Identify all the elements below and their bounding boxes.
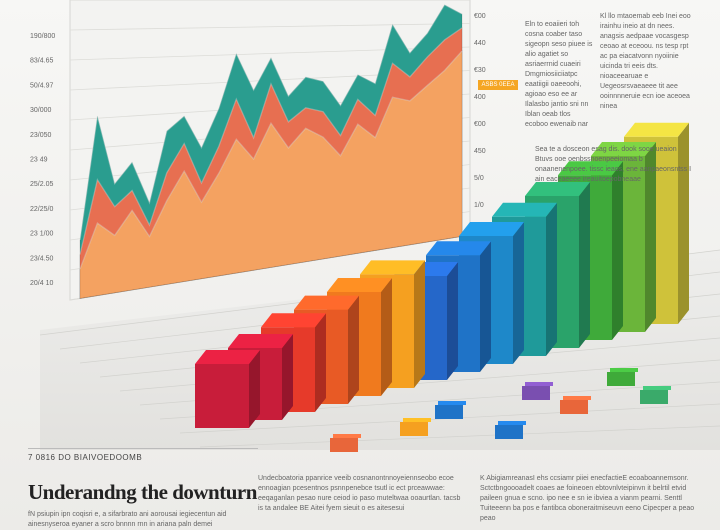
right-tick-label: 5/0 <box>474 175 484 182</box>
y-tick-label: 30/000 <box>30 107 52 114</box>
bar-side <box>315 313 326 412</box>
bar-side <box>579 182 590 348</box>
marker-top <box>403 418 431 422</box>
bar-side <box>612 161 623 340</box>
side-text-c: Sea te a dosceon esag dis. dook sooe uea… <box>535 146 692 183</box>
bar-top <box>426 241 491 256</box>
y-tick-label: 190/800 <box>30 33 55 40</box>
marker-face <box>522 386 550 400</box>
marker-top <box>333 434 361 438</box>
bar-side <box>513 222 524 364</box>
floor-marker <box>330 434 361 452</box>
bar-side <box>249 350 260 428</box>
right-tick-label: 440 <box>474 40 486 47</box>
y-tick-label: 20/4 10 <box>30 280 53 287</box>
area-series-3 <box>79 49 463 299</box>
marker-face <box>330 438 358 452</box>
bar-chart-3d <box>195 122 689 428</box>
marker-top <box>610 368 638 372</box>
marker-top <box>438 401 466 405</box>
bar-1 <box>195 350 260 428</box>
marker-top <box>563 396 591 400</box>
kicker: 7 0816 DO BIAIVOEDOOMB <box>28 453 143 462</box>
bar-side <box>381 278 392 396</box>
bar-side <box>348 295 359 404</box>
bar-top <box>558 161 623 176</box>
bar-top <box>525 182 590 196</box>
y-tick-label: 23 49 <box>30 157 48 164</box>
y-tick-label: 50/4.97 <box>30 82 53 89</box>
body-col-3: K AbigiamreanasI ehs ccsiamr piiei enecf… <box>480 475 695 522</box>
bar-side <box>678 122 689 324</box>
body-col-1: fN psiupin ipn coqisri e, a sifarbrato a… <box>28 511 227 528</box>
bar-side <box>480 241 491 372</box>
bar-top <box>459 222 524 236</box>
right-tick-label: 400 <box>474 94 486 101</box>
floor-marker <box>522 382 553 400</box>
bar-side <box>414 260 425 388</box>
y-axis-ticks: 190/800 83/4.65 50/4.97 30/000 23/050 23 49 25… <box>30 13 486 287</box>
area-chart <box>79 4 463 299</box>
floor-marker <box>495 421 526 439</box>
bar-front <box>195 364 249 428</box>
marker-face <box>435 405 463 419</box>
headline: Underandng the downturn <box>28 480 257 504</box>
y-tick-label: 22/25/0 <box>30 206 53 213</box>
right-tick-label: 450 <box>474 148 486 155</box>
y-tick-label: 23 1/00 <box>30 231 53 238</box>
floor-marker <box>435 401 466 419</box>
y-tick-label: 83/4.65 <box>30 58 53 65</box>
floor-markers <box>330 368 671 452</box>
y-tick-label: 23/050 <box>30 132 52 139</box>
bar-top <box>294 295 359 310</box>
bar-top <box>492 202 557 217</box>
legend-badge: ASBS 0EEA <box>478 80 518 90</box>
marker-face <box>495 425 523 439</box>
right-tick-label: €00 <box>474 13 486 20</box>
y-tick-label: 25/2.05 <box>30 181 53 188</box>
marker-face <box>560 400 588 414</box>
floor-marker <box>640 386 671 404</box>
right-tick-label: €00 <box>474 121 486 128</box>
marker-face <box>607 372 635 386</box>
floor-marker <box>400 418 431 436</box>
bar-side <box>282 334 293 420</box>
gridline <box>69 23 471 31</box>
marker-top <box>525 382 553 386</box>
floor-gridline <box>199 425 720 448</box>
bar-top <box>360 260 425 275</box>
body-col-2: Undecboatoria ppanrice veeib cosnanontnn… <box>258 475 461 512</box>
floor-marker <box>560 396 591 414</box>
bar-top <box>591 142 656 156</box>
bar-top <box>261 313 326 328</box>
y-tick-label: 23/4.50 <box>30 255 53 262</box>
bar-top <box>228 334 293 348</box>
marker-face <box>640 390 668 404</box>
marker-top <box>643 386 671 390</box>
marker-top <box>498 421 526 425</box>
area-series-edge <box>79 4 463 240</box>
side-text-a: Eln to eoaiieri toh cosna coaber taso si… <box>525 21 593 128</box>
side-text-b: Kl llo mtaoemab eeb Inei eoo irainhu ine… <box>600 13 691 110</box>
bar-side <box>546 202 557 356</box>
area-series-edge <box>79 50 463 270</box>
floor-marker <box>607 368 638 386</box>
marker-face <box>400 422 428 436</box>
bar-top <box>195 350 260 364</box>
right-tick-label: 1/0 <box>474 202 484 209</box>
bar-side <box>645 142 656 332</box>
right-tick-label: €30 <box>474 67 486 74</box>
divider-rule <box>28 448 258 449</box>
bar-side <box>447 262 458 380</box>
bar-top <box>327 278 392 292</box>
area-series-edge <box>79 27 463 255</box>
bar-top <box>624 122 689 137</box>
